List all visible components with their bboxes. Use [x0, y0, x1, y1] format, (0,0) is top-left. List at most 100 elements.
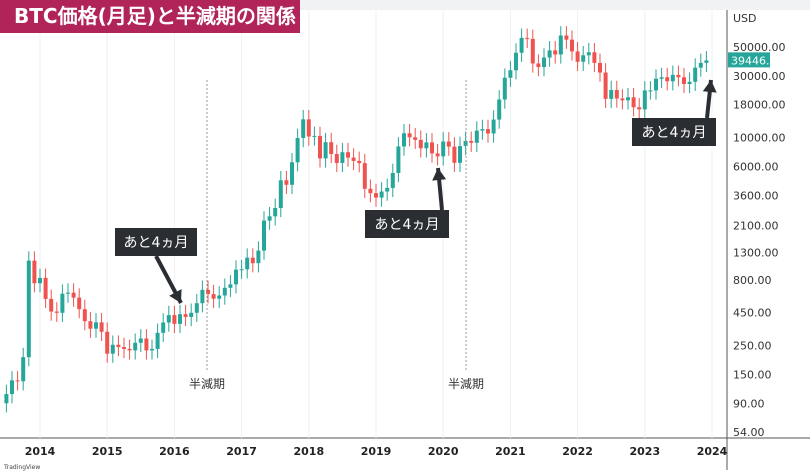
x-tick-label: 2023	[629, 445, 660, 458]
candle-body	[116, 344, 121, 348]
candle	[206, 280, 210, 304]
y-tick-label: 90.00	[733, 397, 765, 410]
candle	[138, 329, 143, 352]
candle	[402, 123, 406, 156]
annotation-box	[365, 210, 449, 238]
y-tick-label: 54.00	[733, 426, 765, 439]
candle	[614, 80, 619, 108]
candle	[637, 97, 642, 119]
candle-body	[172, 315, 177, 324]
y-tick-label: 18000.00	[733, 99, 786, 112]
candle-body	[334, 154, 339, 163]
candle	[586, 42, 591, 65]
y-tick-label: 2100.00	[733, 220, 779, 233]
candle-body	[379, 191, 384, 198]
candle-body	[110, 344, 115, 354]
annotation-text: あと4ヵ月	[375, 217, 440, 233]
candle	[116, 335, 121, 357]
candle-body	[301, 119, 306, 139]
candle-body	[183, 314, 188, 317]
candle-body	[491, 119, 496, 134]
candle	[26, 251, 31, 367]
candle-body	[323, 142, 328, 159]
candle-body	[329, 142, 334, 155]
candle-body	[312, 135, 317, 137]
candle-body	[586, 52, 591, 56]
last-price-badge	[728, 52, 770, 68]
candle-body	[206, 289, 210, 295]
candle-body	[514, 52, 518, 71]
candle	[654, 69, 658, 100]
candle-body	[346, 152, 350, 158]
y-tick-label: 10000.00	[733, 132, 786, 145]
candle	[312, 126, 317, 146]
candle-body	[654, 78, 658, 91]
candle-body	[368, 188, 373, 194]
candle	[200, 280, 205, 313]
candle	[161, 313, 166, 342]
candle	[553, 41, 558, 64]
y-tick-label: 150.00	[733, 368, 772, 381]
candle	[474, 121, 479, 152]
candle	[38, 268, 42, 293]
candle	[239, 259, 244, 279]
candle-body	[217, 295, 222, 299]
candle	[435, 144, 440, 166]
candle	[480, 119, 485, 140]
y-tick-label: 6000.00	[733, 161, 779, 174]
candle	[144, 329, 149, 360]
x-tick-label: 2015	[92, 445, 123, 458]
candle-body	[211, 294, 216, 299]
annotation-text: あと4ヵ月	[642, 125, 707, 141]
candle	[15, 371, 20, 391]
candle-body	[631, 97, 636, 108]
candle	[374, 183, 378, 207]
candle-body	[390, 172, 395, 188]
candle	[530, 29, 535, 73]
candle-body	[469, 140, 474, 143]
candle	[446, 132, 451, 156]
candle	[189, 303, 194, 327]
y-tick-label: 450.00	[733, 307, 772, 320]
candle	[659, 67, 664, 88]
candle-body	[351, 157, 356, 161]
candle-body	[502, 77, 507, 100]
candle-body	[486, 129, 490, 134]
x-tick-label: 2020	[428, 445, 459, 458]
x-tick-label: 2018	[293, 445, 324, 458]
candle	[318, 126, 322, 168]
candle	[396, 137, 401, 183]
candle	[88, 311, 93, 338]
candle	[385, 178, 390, 201]
candle-body	[620, 98, 625, 101]
candle-body	[385, 187, 390, 192]
candle	[54, 302, 59, 322]
candle-body	[262, 220, 266, 251]
candle-body	[642, 90, 647, 110]
candle	[547, 41, 552, 67]
annotation-callout: あと4ヵ月	[115, 228, 197, 304]
candle	[424, 133, 429, 158]
candle-body	[424, 142, 429, 149]
candle	[581, 45, 586, 71]
x-tick-label: 2014	[25, 445, 56, 458]
candle-body	[43, 277, 48, 299]
candle	[166, 305, 171, 332]
candle	[99, 313, 104, 341]
candle-body	[553, 50, 558, 55]
candle-body	[295, 138, 300, 163]
candle-body	[82, 309, 87, 322]
candle-body	[138, 338, 143, 343]
candle-body	[10, 380, 14, 395]
candle	[334, 144, 339, 173]
candle	[256, 241, 261, 273]
candle	[234, 260, 238, 294]
candle-body	[155, 332, 160, 349]
candle	[10, 371, 14, 404]
candle-body	[536, 63, 541, 68]
candle	[273, 198, 278, 226]
candle-body	[54, 311, 59, 313]
candle-body	[480, 129, 485, 131]
candle	[217, 286, 222, 308]
